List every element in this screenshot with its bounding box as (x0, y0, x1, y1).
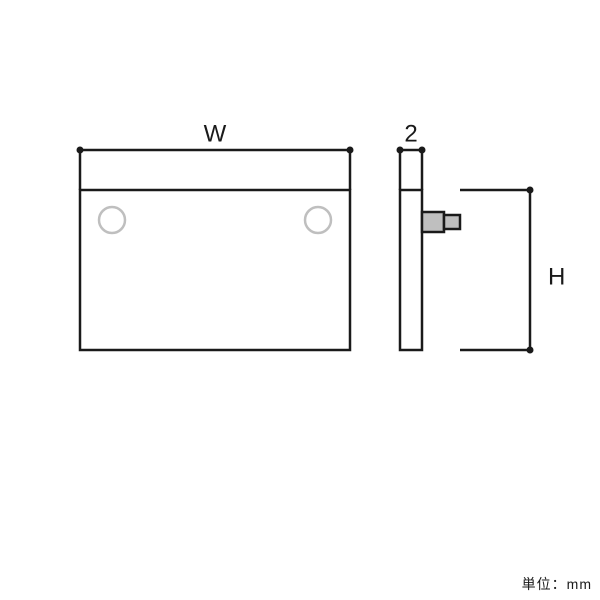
dimension-drawing: W 2 H (0, 0, 600, 600)
unit-label: 単位：mm (522, 574, 592, 594)
dim-label-2: 2 (404, 120, 417, 147)
diagram-canvas: W 2 H 単位：mm (0, 0, 600, 600)
dim-label-w: W (204, 120, 227, 147)
dim-label-h: H (548, 263, 565, 290)
